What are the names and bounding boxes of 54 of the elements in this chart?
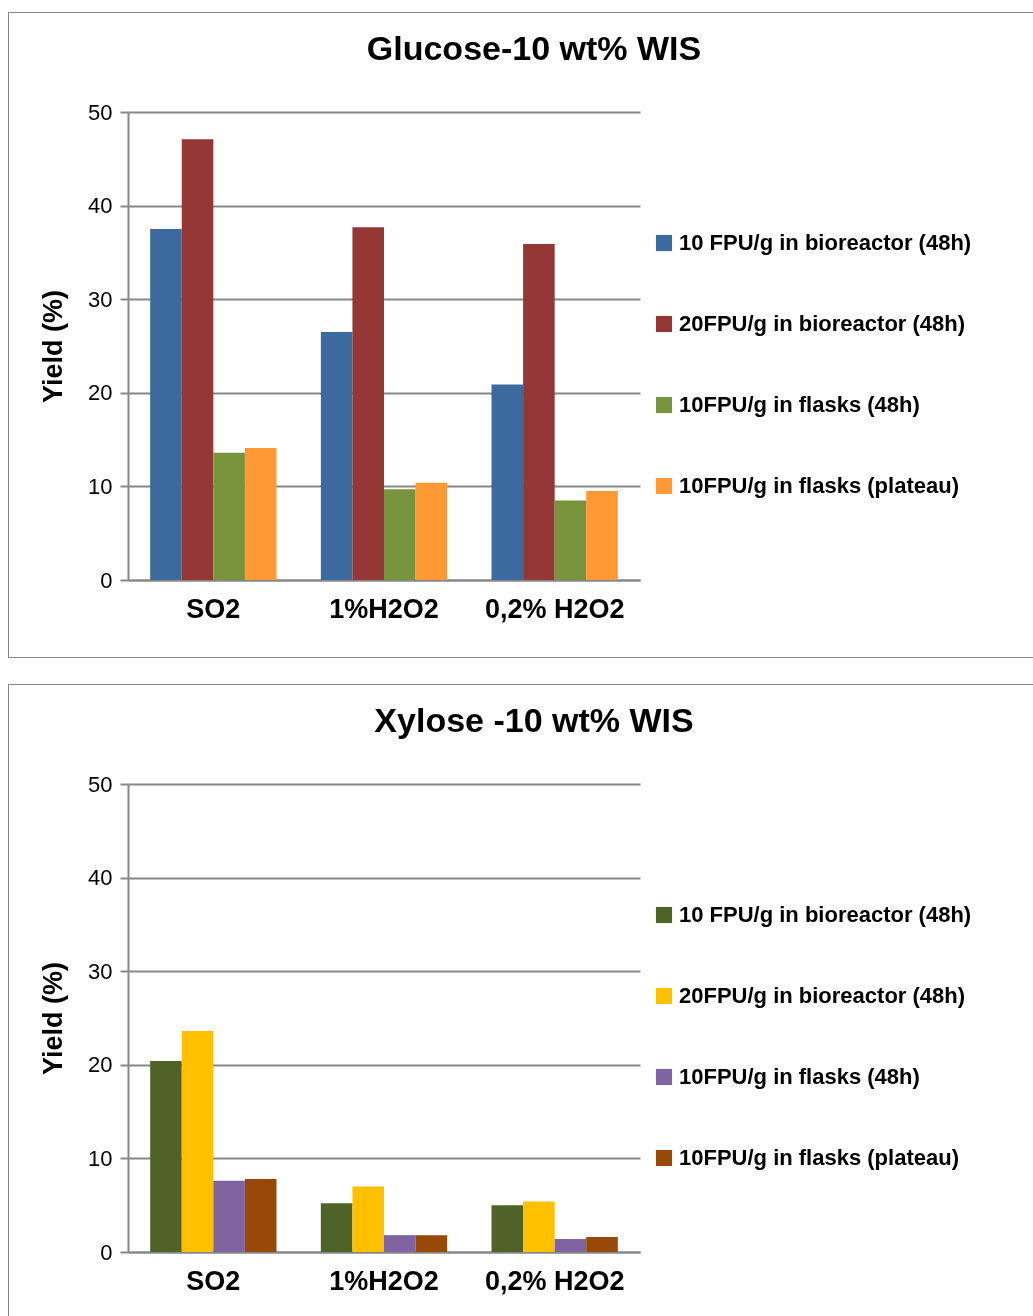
y-axis-title: Yield (%) (38, 289, 69, 404)
bar (586, 1237, 618, 1252)
legend-label: 10FPU/g in flasks (48h) (679, 392, 920, 417)
y-tick-label: 30 (88, 286, 113, 312)
bar (150, 1061, 182, 1252)
y-axis-title: Yield (%) (38, 961, 69, 1076)
bar (244, 448, 277, 580)
bar (491, 384, 524, 580)
bar (523, 1201, 555, 1252)
legend-label: 10FPU/g in flasks (plateau) (679, 473, 959, 498)
y-tick-label: 30 (88, 958, 113, 984)
bar (352, 1186, 384, 1252)
chart-title: Glucose-10 wt% WIS (366, 29, 702, 67)
legend-label: 10 FPU/g in bioreactor (48h) (679, 230, 972, 255)
y-tick-label: 50 (88, 99, 113, 125)
y-tick-label: 0 (100, 567, 113, 593)
bar (523, 243, 555, 580)
bar (181, 1031, 214, 1252)
legend-label: 10FPU/g in flasks (plateau) (679, 1145, 959, 1170)
bar (415, 482, 448, 580)
x-tick-label: 0,2% H2O2 (484, 1265, 625, 1296)
y-tick-label: 0 (100, 1239, 113, 1265)
x-tick-label: 1%H2O2 (329, 593, 439, 624)
bar (586, 491, 618, 580)
y-tick-label: 20 (88, 380, 113, 406)
bar (384, 1235, 416, 1252)
x-tick-label: SO2 (186, 593, 241, 624)
y-tick-label: 40 (88, 865, 113, 891)
bar (244, 1178, 277, 1252)
bar (213, 452, 245, 580)
bar (150, 229, 182, 580)
bar (181, 139, 214, 580)
legend-label: 20FPU/g in bioreactor (48h) (679, 311, 966, 336)
bar (352, 227, 384, 580)
legend-label: 10 FPU/g in bioreactor (48h) (679, 902, 972, 927)
y-tick-label: 50 (88, 771, 113, 797)
bar (320, 331, 353, 580)
y-tick-label: 20 (88, 1052, 113, 1078)
y-tick-label: 10 (88, 473, 113, 499)
x-tick-label: 1%H2O2 (329, 1265, 439, 1296)
bar (213, 1180, 245, 1252)
x-tick-label: SO2 (186, 1265, 241, 1296)
legend-label: 10FPU/g in flasks (48h) (679, 1064, 920, 1089)
legend-label: 20FPU/g in bioreactor (48h) (679, 983, 966, 1008)
y-tick-label: 40 (88, 193, 113, 219)
bar (415, 1235, 448, 1252)
bar (320, 1203, 353, 1252)
x-tick-label: 0,2% H2O2 (484, 593, 625, 624)
y-tick-label: 10 (88, 1145, 113, 1171)
bar (554, 500, 587, 580)
chart-title: Xylose -10 wt% WIS (374, 701, 694, 739)
bar (491, 1205, 524, 1252)
bar (384, 489, 416, 580)
bar (554, 1238, 587, 1252)
